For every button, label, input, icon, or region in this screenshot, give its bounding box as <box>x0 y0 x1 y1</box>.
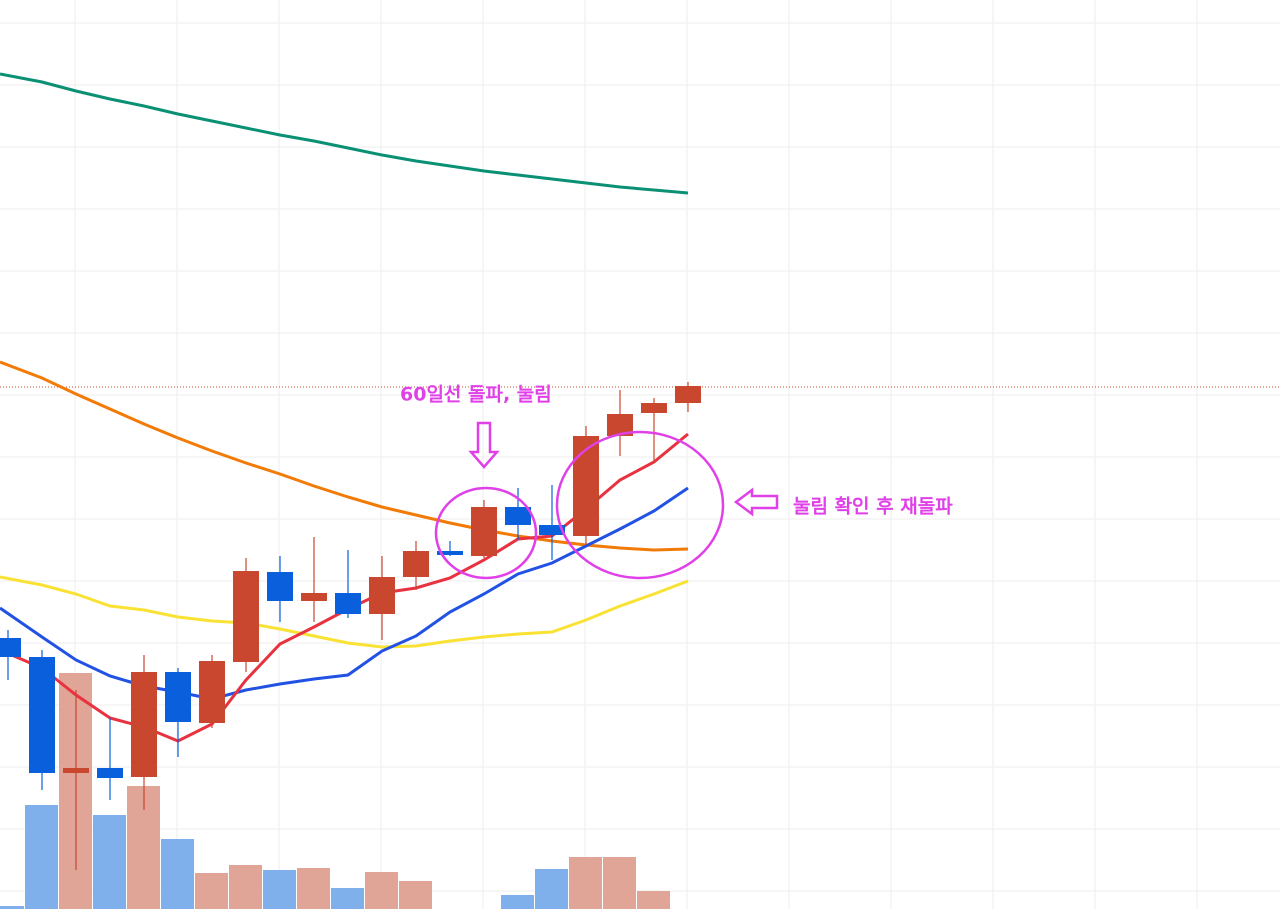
candle-body <box>131 672 157 777</box>
candle-body <box>165 672 191 722</box>
candle-body <box>539 525 565 535</box>
candle-body <box>369 577 395 614</box>
highlight-circle <box>434 486 538 580</box>
volume-bar <box>161 839 194 909</box>
annotations: 60일선 돌파, 눌림 눌림 확인 후 재돌파 <box>400 384 953 580</box>
candle-body <box>607 414 633 436</box>
candle-body <box>199 661 225 723</box>
left-arrow <box>733 487 779 517</box>
annotation-text: 60일선 돌파, 눌림 <box>400 384 552 406</box>
volume-bar <box>569 857 602 909</box>
volume-bar <box>93 815 126 909</box>
candle-body <box>301 593 327 601</box>
candle-body <box>641 403 667 413</box>
moving-average <box>0 72 689 195</box>
plot <box>0 72 1280 909</box>
down-arrow <box>468 421 500 469</box>
highlight-circle <box>555 430 725 580</box>
candle-body <box>0 638 21 657</box>
volume-bar <box>331 888 364 909</box>
volume-bar <box>501 895 534 909</box>
candle-body <box>471 507 497 556</box>
candle-body <box>675 386 701 403</box>
volume-bar <box>297 868 330 909</box>
candle-body <box>233 571 259 662</box>
volume-bar <box>603 857 636 909</box>
candle-body <box>335 593 361 614</box>
candle-body <box>573 436 599 536</box>
volume-bar <box>637 891 670 909</box>
candle-body <box>63 768 89 773</box>
moving-average <box>0 360 689 552</box>
volume-bar <box>263 870 296 909</box>
volume-bar <box>365 872 398 909</box>
candle-body <box>29 657 55 773</box>
volume-bar <box>535 869 568 909</box>
candle-body <box>97 768 123 778</box>
candle-body <box>267 572 293 601</box>
volume-bar <box>229 865 262 909</box>
candle-body <box>505 507 531 525</box>
volume-bar <box>195 873 228 909</box>
volume-bar <box>25 805 58 909</box>
candle-body <box>437 551 463 555</box>
volume-bar <box>399 881 432 909</box>
annotation-text: 눌림 확인 후 재돌파 <box>793 495 953 518</box>
candle-body <box>403 551 429 577</box>
volume-bar <box>0 906 24 909</box>
moving-average <box>0 575 689 649</box>
